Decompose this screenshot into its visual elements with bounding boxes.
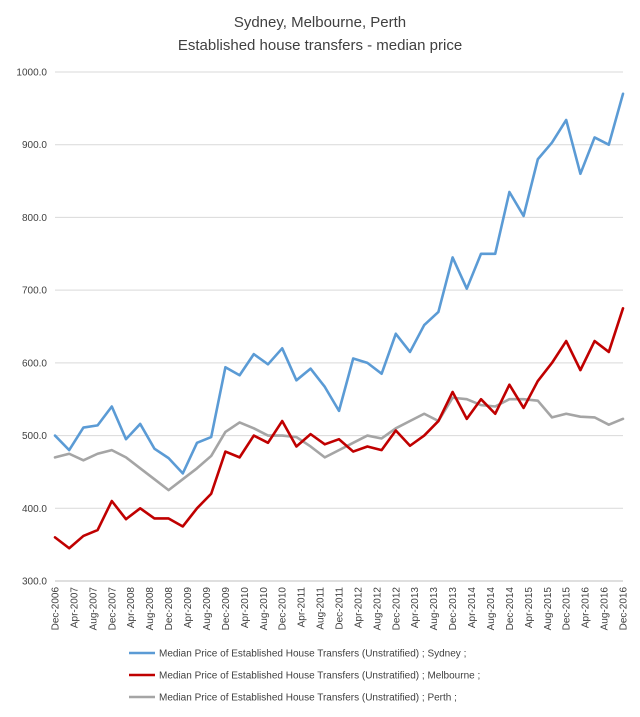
x-tick-label: Apr-2007 bbox=[69, 587, 80, 629]
x-tick-label: Aug-2016 bbox=[600, 587, 611, 631]
y-tick-label: 700.0 bbox=[22, 286, 47, 297]
legend: Median Price of Established House Transf… bbox=[129, 649, 480, 704]
x-tick-label: Aug-2009 bbox=[202, 587, 213, 631]
x-axis-tick-labels: Dec-2006 Apr-2007 Aug-2007 Dec-2007 Apr-2008… bbox=[51, 587, 630, 631]
y-tick-label: 800.0 bbox=[22, 213, 47, 224]
x-tick-label: Aug-2015 bbox=[543, 587, 554, 631]
chart-subtitle: Established house transfers - median pri… bbox=[178, 37, 462, 54]
y-tick-label: 600.0 bbox=[22, 358, 47, 369]
x-tick-label: Aug-2013 bbox=[429, 587, 440, 631]
x-tick-label: Aug-2008 bbox=[145, 587, 156, 631]
x-tick-label: Aug-2011 bbox=[316, 587, 327, 630]
x-tick-label: Dec-2011 bbox=[335, 587, 346, 630]
series-lines bbox=[53, 92, 625, 550]
x-tick-label: Apr-2014 bbox=[467, 587, 478, 629]
x-tick-label: Aug-2007 bbox=[88, 587, 99, 631]
x-tick-label: Apr-2011 bbox=[297, 587, 308, 628]
x-tick-label: Apr-2016 bbox=[581, 587, 592, 629]
x-tick-label: Dec-2007 bbox=[107, 587, 118, 631]
x-tick-label: Dec-2012 bbox=[391, 587, 402, 631]
x-tick-label: Apr-2013 bbox=[410, 587, 421, 629]
x-tick-label: Dec-2016 bbox=[619, 587, 630, 631]
x-tick-label: Aug-2014 bbox=[486, 587, 497, 631]
x-tick-label: Apr-2012 bbox=[353, 587, 364, 629]
x-tick-label: Dec-2014 bbox=[505, 587, 516, 631]
x-tick-label: Apr-2008 bbox=[126, 587, 137, 629]
legend-label-melbourne: Median Price of Established House Transf… bbox=[159, 671, 480, 682]
x-tick-label: Dec-2015 bbox=[562, 587, 573, 631]
legend-label-sydney: Median Price of Established House Transf… bbox=[159, 649, 466, 660]
y-tick-label: 500.0 bbox=[22, 431, 47, 442]
chart-title: Sydney, Melbourne, Perth bbox=[234, 14, 406, 31]
series-line-melbourne bbox=[53, 307, 625, 550]
y-tick-label: 400.0 bbox=[22, 504, 47, 515]
gridlines bbox=[55, 71, 623, 582]
x-tick-label: Apr-2009 bbox=[183, 587, 194, 629]
x-tick-label: Dec-2009 bbox=[221, 587, 232, 631]
x-tick-label: Apr-2015 bbox=[524, 587, 535, 629]
series-line-sydney bbox=[53, 92, 625, 475]
y-tick-label: 300.0 bbox=[22, 577, 47, 588]
legend-label-perth: Median Price of Established House Transf… bbox=[159, 693, 457, 704]
x-tick-label: Aug-2010 bbox=[259, 587, 270, 631]
x-tick-label: Aug-2012 bbox=[372, 587, 383, 631]
y-axis-tick-labels: 300.0 400.0 500.0 600.0 700.0 800.0 900.0 1000.… bbox=[16, 68, 47, 588]
y-tick-label: 1000.0 bbox=[16, 68, 47, 79]
x-tick-label: Dec-2013 bbox=[448, 587, 459, 631]
x-tick-label: Apr-2010 bbox=[240, 587, 251, 629]
y-tick-label: 900.0 bbox=[22, 140, 47, 151]
x-tick-label: Dec-2008 bbox=[164, 587, 175, 631]
x-tick-label: Dec-2006 bbox=[51, 587, 62, 631]
x-tick-label: Dec-2010 bbox=[278, 587, 289, 631]
